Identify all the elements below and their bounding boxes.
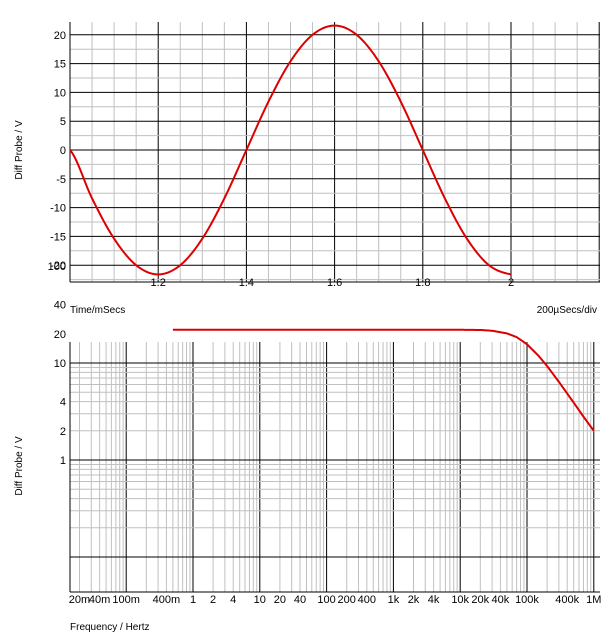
frequency-chart-x-axis-label: Frequency / Hertz [70, 622, 149, 633]
freq-x-tick-label: 40k [492, 594, 510, 606]
freq-x-tick-label: 10k [451, 594, 469, 606]
freq-x-tick-label: 1k [388, 594, 400, 606]
freq-x-tick-label: 2k [408, 594, 420, 606]
time-chart-ticks: 20 15 10 5 0 -5 -10 -15 -20 1.2 1.4 1.6 1.8 2 [50, 30, 514, 289]
freq-x-tick-label: 200 [338, 594, 356, 606]
frequency-chart-y-axis-label: Diff Probe / V [14, 436, 25, 496]
time-x-tick-label: 1.4 [239, 277, 254, 289]
time-y-tick-label: 10 [54, 87, 66, 99]
freq-x-tick-label: 4k [428, 594, 440, 606]
time-x-tick-label: 2 [508, 277, 514, 289]
freq-x-tick-label: 1 [190, 594, 196, 606]
freq-x-tick-label: 400 [358, 594, 376, 606]
freq-x-tick-label: 100 [317, 594, 335, 606]
time-y-tick-label: 5 [60, 116, 66, 128]
freq-y-tick-label: 100 [48, 261, 66, 273]
freq-x-tick-label: 20 [274, 594, 286, 606]
freq-x-tick-label: 2 [210, 594, 216, 606]
time-y-tick-label: -10 [50, 203, 66, 215]
freq-y-tick-label: 40 [54, 300, 66, 312]
time-chart-y-axis-label: Diff Probe / V [14, 120, 25, 180]
freq-x-tick-label: 4 [230, 594, 236, 606]
time-y-tick-label: 0 [60, 145, 66, 157]
freq-x-tick-label: 20m [69, 594, 90, 606]
time-x-tick-label: 1.6 [327, 277, 342, 289]
time-x-tick-label: 1.8 [415, 277, 430, 289]
freq-y-tick-label: 20 [54, 329, 66, 341]
time-y-tick-label: -15 [50, 231, 66, 243]
time-y-tick-label: 20 [54, 30, 66, 42]
time-chart-x-axis-label: Time/mSecs [70, 305, 125, 316]
freq-x-tick-label: 40 [294, 594, 306, 606]
time-chart-series-line [69, 24, 512, 276]
freq-x-tick-label: 40m [89, 594, 110, 606]
frequency-chart-series-line [172, 328, 595, 432]
frequency-chart-grid [69, 342, 600, 593]
freq-y-tick-label: 1 [60, 455, 66, 467]
freq-x-tick-label: 20k [471, 594, 489, 606]
time-y-tick-label: 15 [54, 59, 66, 71]
freq-x-tick-label: 10 [254, 594, 266, 606]
time-domain-chart: 20 15 10 5 0 -5 -10 -15 -20 1.2 1.4 1.6 1.8 2 Diff Pr… [14, 22, 600, 316]
time-chart-grid [69, 22, 600, 283]
freq-y-tick-label: 10 [54, 358, 66, 370]
freq-y-tick-label: 4 [60, 397, 66, 409]
time-y-tick-label: -5 [56, 174, 66, 186]
time-chart-scale-label: 200µSecs/div [537, 305, 597, 316]
freq-x-tick-label: 100k [515, 594, 539, 606]
freq-x-tick-label: 400m [153, 594, 181, 606]
freq-x-tick-label: 100m [112, 594, 140, 606]
time-x-tick-label: 1.2 [151, 277, 166, 289]
freq-x-tick-label: 400k [555, 594, 579, 606]
freq-y-tick-label: 2 [60, 426, 66, 438]
freq-x-tick-label: 1M [586, 594, 601, 606]
time-y-tick-label: -20 [50, 260, 66, 272]
